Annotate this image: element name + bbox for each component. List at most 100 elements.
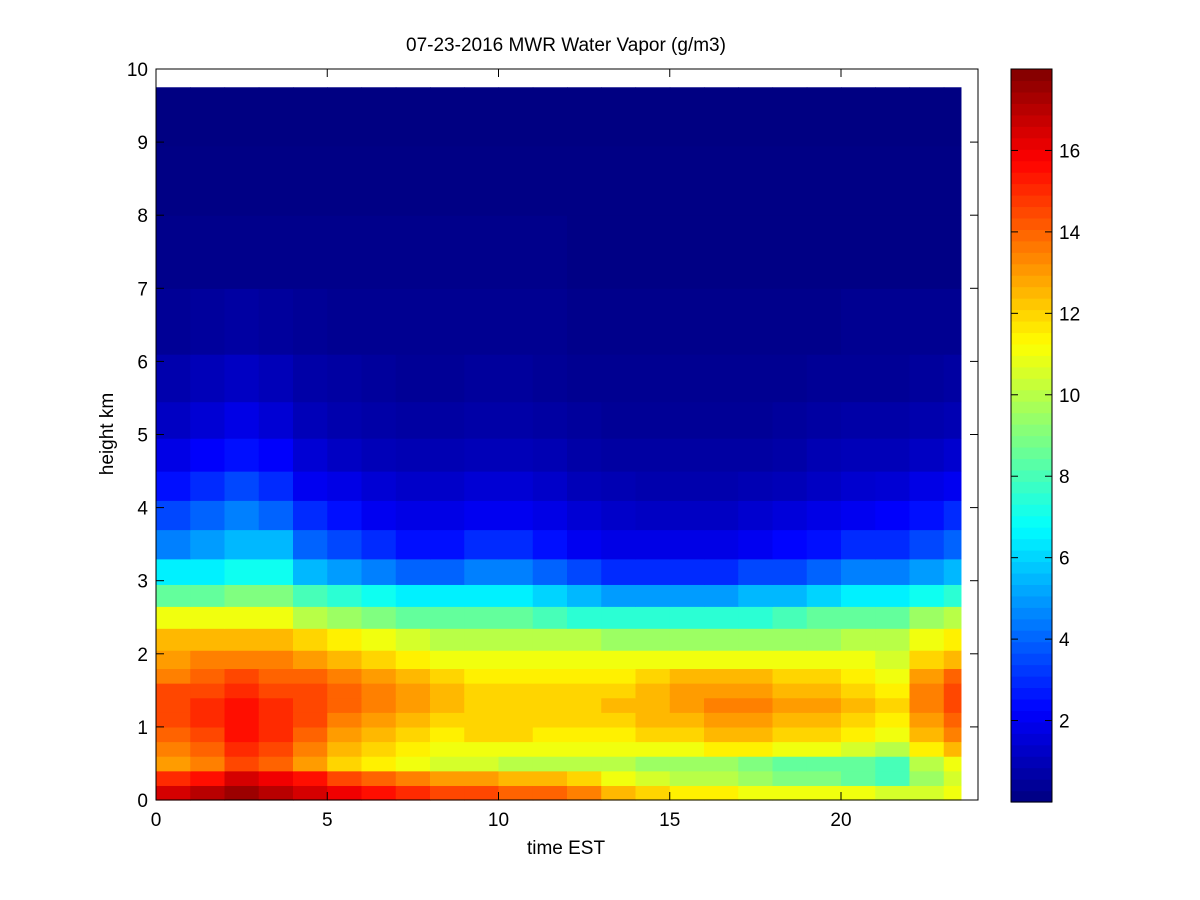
heatmap-cell [190, 145, 226, 216]
heatmap-cell [875, 756, 911, 772]
heatmap-cell [943, 606, 962, 629]
heatmap-cell [841, 288, 876, 355]
heatmap-cell [361, 770, 397, 786]
heatmap-cell [841, 500, 876, 531]
heatmap-cell [943, 650, 962, 670]
heatmap-cell [156, 471, 191, 501]
heatmap-cell [704, 438, 739, 472]
heatmap-cell [909, 471, 945, 501]
heatmap-cell [943, 529, 962, 560]
heatmap-cell [293, 87, 328, 147]
colorbar-tick-label: 16 [1059, 141, 1080, 162]
heatmap-cell [635, 606, 671, 629]
colorbar-swatch [1011, 401, 1052, 414]
heatmap-cell [601, 145, 637, 216]
heatmap-cell [498, 770, 534, 786]
heatmap-cell [464, 683, 500, 699]
heatmap-cell [772, 500, 808, 531]
heatmap-cell [361, 785, 397, 801]
heatmap-cell [224, 697, 260, 713]
heatmap-cell [704, 628, 739, 651]
heatmap-cell [601, 756, 637, 772]
heatmap-cell [635, 529, 671, 560]
heatmap-cell [772, 288, 808, 355]
heatmap-cell [156, 529, 191, 560]
heatmap-cell [806, 683, 842, 699]
heatmap-cell [601, 558, 637, 585]
heatmap-cell [293, 215, 328, 289]
heatmap-cell [498, 288, 534, 355]
heatmap-cell [567, 87, 602, 147]
heatmap-cell [841, 401, 876, 439]
heatmap-cell [601, 500, 637, 531]
heatmap-cell [635, 650, 671, 670]
heatmap-cell [738, 628, 774, 651]
heatmap-cell [806, 697, 842, 713]
heatmap-cell [909, 741, 945, 757]
heatmap-cell [532, 683, 568, 699]
heatmap-cell [772, 756, 808, 772]
colorbar-swatch [1011, 584, 1052, 597]
colorbar-swatch [1011, 149, 1052, 162]
colorbar-swatch [1011, 332, 1052, 345]
heatmap-cell [909, 584, 945, 607]
heatmap-cell [704, 354, 739, 403]
colorbar-swatch [1011, 676, 1052, 689]
heatmap-cell [532, 726, 568, 743]
heatmap-cell [738, 500, 774, 531]
heatmap-cell [258, 288, 294, 355]
colorbar-swatch [1011, 309, 1052, 322]
heatmap-cell [464, 558, 500, 585]
heatmap-cell [190, 756, 226, 772]
heatmap-cell [327, 683, 363, 699]
heatmap-cell [395, 770, 431, 786]
heatmap-cell [258, 401, 294, 439]
colorbar-frame [1010, 68, 1053, 803]
heatmap-cell [224, 87, 260, 147]
heatmap-cell [738, 401, 774, 439]
colorbar-swatch [1011, 790, 1052, 803]
heatmap-cell [156, 712, 191, 728]
heatmap-cells [156, 87, 962, 801]
colorbar-swatch [1011, 320, 1052, 334]
heatmap-cell [704, 584, 739, 607]
heatmap-cell [430, 770, 465, 786]
heatmap-cell [156, 288, 191, 355]
heatmap-cell [704, 606, 739, 629]
heatmap-cell [395, 683, 431, 699]
heatmap-cell [532, 697, 568, 713]
heatmap-cell [635, 471, 671, 501]
heatmap-cell [224, 558, 260, 585]
heatmap-cell [567, 215, 602, 289]
heatmap-cell [430, 288, 465, 355]
heatmap-cell [498, 500, 534, 531]
heatmap-cell [258, 650, 294, 670]
heatmap-cell [669, 712, 705, 728]
heatmap-cell [669, 145, 705, 216]
heatmap-cell [224, 668, 260, 684]
heatmap-cell [875, 145, 911, 216]
heatmap-cell [841, 668, 876, 684]
heatmap-cell [943, 584, 962, 607]
heatmap-cell [909, 650, 945, 670]
heatmap-cell [361, 354, 397, 403]
heatmap-cell [669, 628, 705, 651]
heatmap-cell [258, 354, 294, 403]
heatmap-cell [327, 606, 363, 629]
heatmap-cell [156, 145, 191, 216]
heatmap-cell [258, 628, 294, 651]
heatmap-cell [601, 668, 637, 684]
heatmap-cell [430, 471, 465, 501]
heatmap-cell [806, 354, 842, 403]
heatmap-cell [635, 401, 671, 439]
colorbar-swatch [1011, 538, 1052, 551]
heatmap-cell [224, 770, 260, 786]
heatmap-cell [258, 756, 294, 772]
heatmap-cell [635, 668, 671, 684]
colorbar-swatch [1011, 561, 1052, 574]
heatmap-cell [327, 726, 363, 743]
colorbar-swatch [1011, 389, 1052, 402]
colorbar-swatch [1011, 767, 1052, 780]
heatmap-cell [909, 785, 945, 801]
heatmap-cell [635, 438, 671, 472]
